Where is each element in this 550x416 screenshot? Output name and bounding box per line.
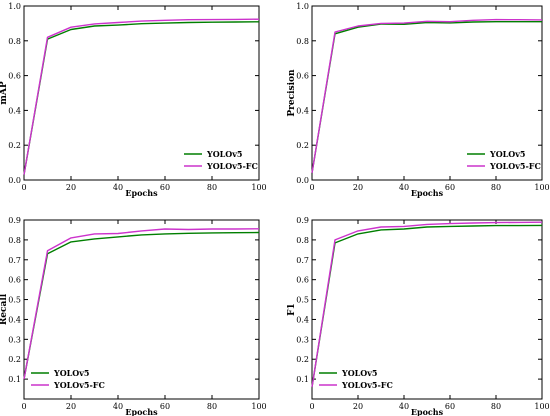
legend-label-1: YOLOv5 (489, 149, 526, 159)
series-line-2 (311, 221, 543, 388)
y-tick-label: 0.8 (8, 37, 21, 46)
y-tick-label: 0.4 (296, 106, 309, 115)
series-line-1 (23, 231, 260, 380)
y-tick-label: 0.1 (296, 375, 309, 384)
y-axis-label: mAP (0, 81, 9, 105)
y-tick-label: 0.2 (296, 141, 309, 150)
legend-label-1: YOLOv5 (341, 368, 378, 378)
plot-frame (311, 219, 543, 400)
chart-panel-3: 0 20 40 60 80 100 0.1 0.2 0.3 0.4 0.5 0.6 0.7 0.8 0.9 E… (0, 216, 267, 416)
x-tick-label: 60 (160, 402, 170, 411)
x-tick-label: 40 (113, 183, 123, 192)
y-tick-label: 0.0 (8, 176, 21, 185)
x-tick-label: 60 (160, 183, 170, 192)
plot-frame (311, 5, 543, 181)
y-tick-label: 0.6 (296, 72, 309, 81)
x-axis-label: Epochs (125, 188, 158, 198)
y-tick-label: 0.2 (296, 355, 309, 364)
legend-label-2: YOLOv5-FC (53, 380, 105, 390)
chart-panel-2: 0 20 40 60 80 100 0.0 0.2 0.4 0.6 0.8 1.0 Epochs Prec… (287, 2, 550, 198)
y-tick-label: 0.9 (8, 216, 21, 225)
y-tick-label: 0.6 (296, 276, 309, 285)
y-tick-label: 0.4 (8, 315, 21, 324)
x-tick-label: 100 (251, 183, 266, 192)
plot-frame (23, 219, 260, 400)
legend-label-2: YOLOv5-FC (489, 161, 541, 171)
y-axis-label: Recall (0, 293, 9, 325)
y-axis-label: F1 (287, 303, 297, 316)
y-axis-label: Precision (287, 69, 297, 117)
y-tick-label: 0.3 (296, 335, 309, 344)
x-tick-label: 80 (207, 402, 217, 411)
plot-frame (23, 5, 260, 181)
y-tick-label: 0.8 (8, 236, 21, 245)
y-tick-label: 1.0 (296, 2, 309, 11)
y-tick-label: 0.1 (8, 375, 21, 384)
y-tick-label: 0.4 (296, 315, 309, 324)
y-tick-label: 0.6 (8, 72, 21, 81)
legend-label-1: YOLOv5 (53, 368, 90, 378)
x-tick-label: 40 (113, 402, 123, 411)
x-tick-label: 80 (491, 402, 501, 411)
y-tick-label: 0.7 (296, 256, 309, 265)
x-tick-label: 40 (399, 183, 409, 192)
x-tick-label: 0 (21, 402, 26, 411)
chart-panel-1: 0 20 40 60 80 100 0.0 0.2 0.4 0.6 0.8 1.0 Epochs mAP Y… (0, 2, 267, 198)
legend-label-2: YOLOv5-FC (341, 380, 393, 390)
series-line-1 (311, 21, 542, 174)
y-tick-label: 0.7 (8, 256, 21, 265)
y-tick-label: 1.0 (8, 2, 21, 11)
y-tick-label: 0.6 (8, 276, 21, 285)
x-axis-label: Epochs (125, 407, 158, 416)
x-tick-label: 20 (353, 402, 363, 411)
y-tick-label: 0.9 (296, 216, 309, 225)
x-tick-label: 100 (534, 402, 549, 411)
x-tick-label: 40 (399, 402, 409, 411)
legend-label-2: YOLOv5-FC (206, 161, 258, 171)
x-tick-label: 60 (445, 183, 455, 192)
x-tick-label: 20 (66, 183, 76, 192)
series-line-1 (23, 21, 260, 175)
series-line-2 (23, 18, 260, 175)
x-tick-label: 80 (491, 183, 501, 192)
y-tick-label: 0.2 (8, 141, 21, 150)
x-tick-label: 0 (309, 402, 314, 411)
series-line-2 (23, 228, 260, 380)
y-tick-label: 0.5 (8, 296, 21, 305)
x-tick-label: 0 (309, 183, 314, 192)
x-tick-label: 100 (534, 183, 549, 192)
x-axis-label: Epochs (411, 407, 444, 416)
y-tick-label: 0.2 (8, 355, 21, 364)
legend-label-1: YOLOv5 (206, 149, 243, 159)
x-tick-label: 0 (21, 183, 26, 192)
y-tick-label: 0.4 (8, 106, 21, 115)
x-tick-label: 20 (353, 183, 363, 192)
y-tick-label: 0.0 (296, 176, 309, 185)
y-tick-label: 0.5 (296, 296, 309, 305)
x-tick-label: 100 (251, 402, 266, 411)
x-tick-label: 60 (445, 402, 455, 411)
chart-panel-4: 0 20 40 60 80 100 0.1 0.2 0.3 0.4 0.5 0.6 0.7 0.8 0.9 E… (287, 216, 550, 416)
x-tick-label: 80 (207, 183, 217, 192)
x-axis-label: Epochs (411, 188, 444, 198)
series-line-2 (311, 18, 543, 174)
y-tick-label: 0.8 (296, 37, 309, 46)
y-tick-label: 0.3 (8, 335, 21, 344)
series-line-1 (311, 224, 543, 388)
y-tick-label: 0.8 (296, 236, 309, 245)
x-tick-label: 20 (66, 402, 76, 411)
